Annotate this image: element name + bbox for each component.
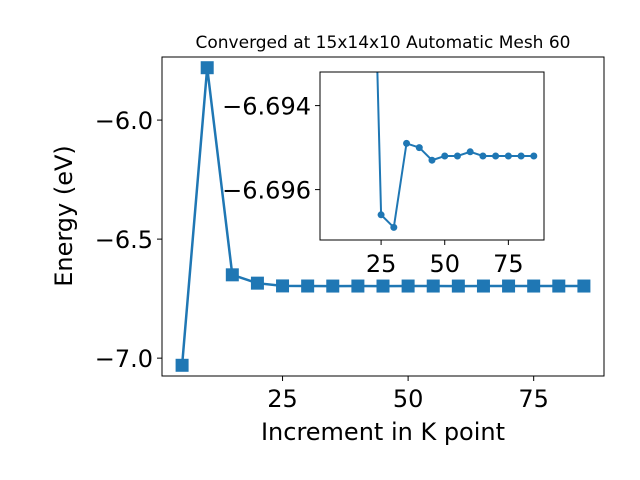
y-tick-label: −7.0 [95, 345, 153, 373]
inset-data-point [453, 152, 461, 160]
main-data-point [376, 279, 390, 293]
main-x-ticks: 25 50 75 [267, 376, 549, 413]
inset-data-point [403, 139, 411, 147]
inset-y-tick-label: −6.694 [222, 93, 311, 121]
y-axis-label: Energy (eV) [50, 145, 78, 287]
inset-data-point [428, 156, 436, 164]
inset-data-point [517, 152, 525, 160]
main-data-point [250, 276, 264, 290]
inset-data-point [530, 152, 538, 160]
inset-x-ticks: 25 50 75 [366, 240, 524, 278]
inset-x-tick-label: 25 [366, 250, 397, 278]
main-data-point [175, 358, 189, 372]
inset-series-markers [377, 139, 538, 231]
inset-data-point [377, 211, 385, 219]
main-data-point [527, 279, 541, 293]
y-tick-label: −6.5 [95, 226, 153, 254]
main-data-point [301, 279, 315, 293]
main-data-point [476, 279, 490, 293]
main-data-point [552, 279, 566, 293]
inset-data-point [466, 148, 474, 156]
main-axes-frame [161, 56, 605, 377]
inset-x-tick-label: 50 [429, 250, 460, 278]
main-data-point [276, 279, 290, 293]
inset-data-point [479, 152, 487, 160]
main-data-point [351, 279, 365, 293]
inset-y-tick-label: −6.696 [222, 177, 311, 205]
inset-y-ticks [315, 105, 320, 191]
main-data-point [326, 279, 340, 293]
inset-y-tick-labels: −6.696 −6.694 [222, 93, 311, 205]
x-tick-label: 50 [393, 385, 424, 413]
main-data-point [577, 279, 591, 293]
main-y-ticks: −7.0 −6.5 −6.0 [95, 107, 162, 373]
main-data-point [451, 279, 465, 293]
chart-title: Converged at 15x14x10 Automatic Mesh 60 [196, 33, 571, 53]
inset-axes-frame [319, 71, 545, 241]
main-data-point [401, 279, 415, 293]
x-tick-label: 75 [518, 385, 549, 413]
x-tick-label: 25 [267, 385, 298, 413]
x-axis-label: Increment in K point [261, 418, 505, 446]
inset-data-point [441, 152, 449, 160]
inset-data-point [492, 152, 500, 160]
main-data-point [225, 268, 239, 282]
main-data-point [426, 279, 440, 293]
inset-data-point [415, 144, 423, 152]
inset-data-point [504, 152, 512, 160]
main-data-point [200, 61, 214, 75]
main-data-point [502, 279, 516, 293]
y-tick-label: −6.0 [95, 107, 153, 135]
inset-x-tick-label: 75 [493, 250, 524, 278]
inset-data-point [390, 223, 398, 231]
inset-plot-area [376, 72, 538, 231]
main-series-markers [175, 61, 591, 372]
